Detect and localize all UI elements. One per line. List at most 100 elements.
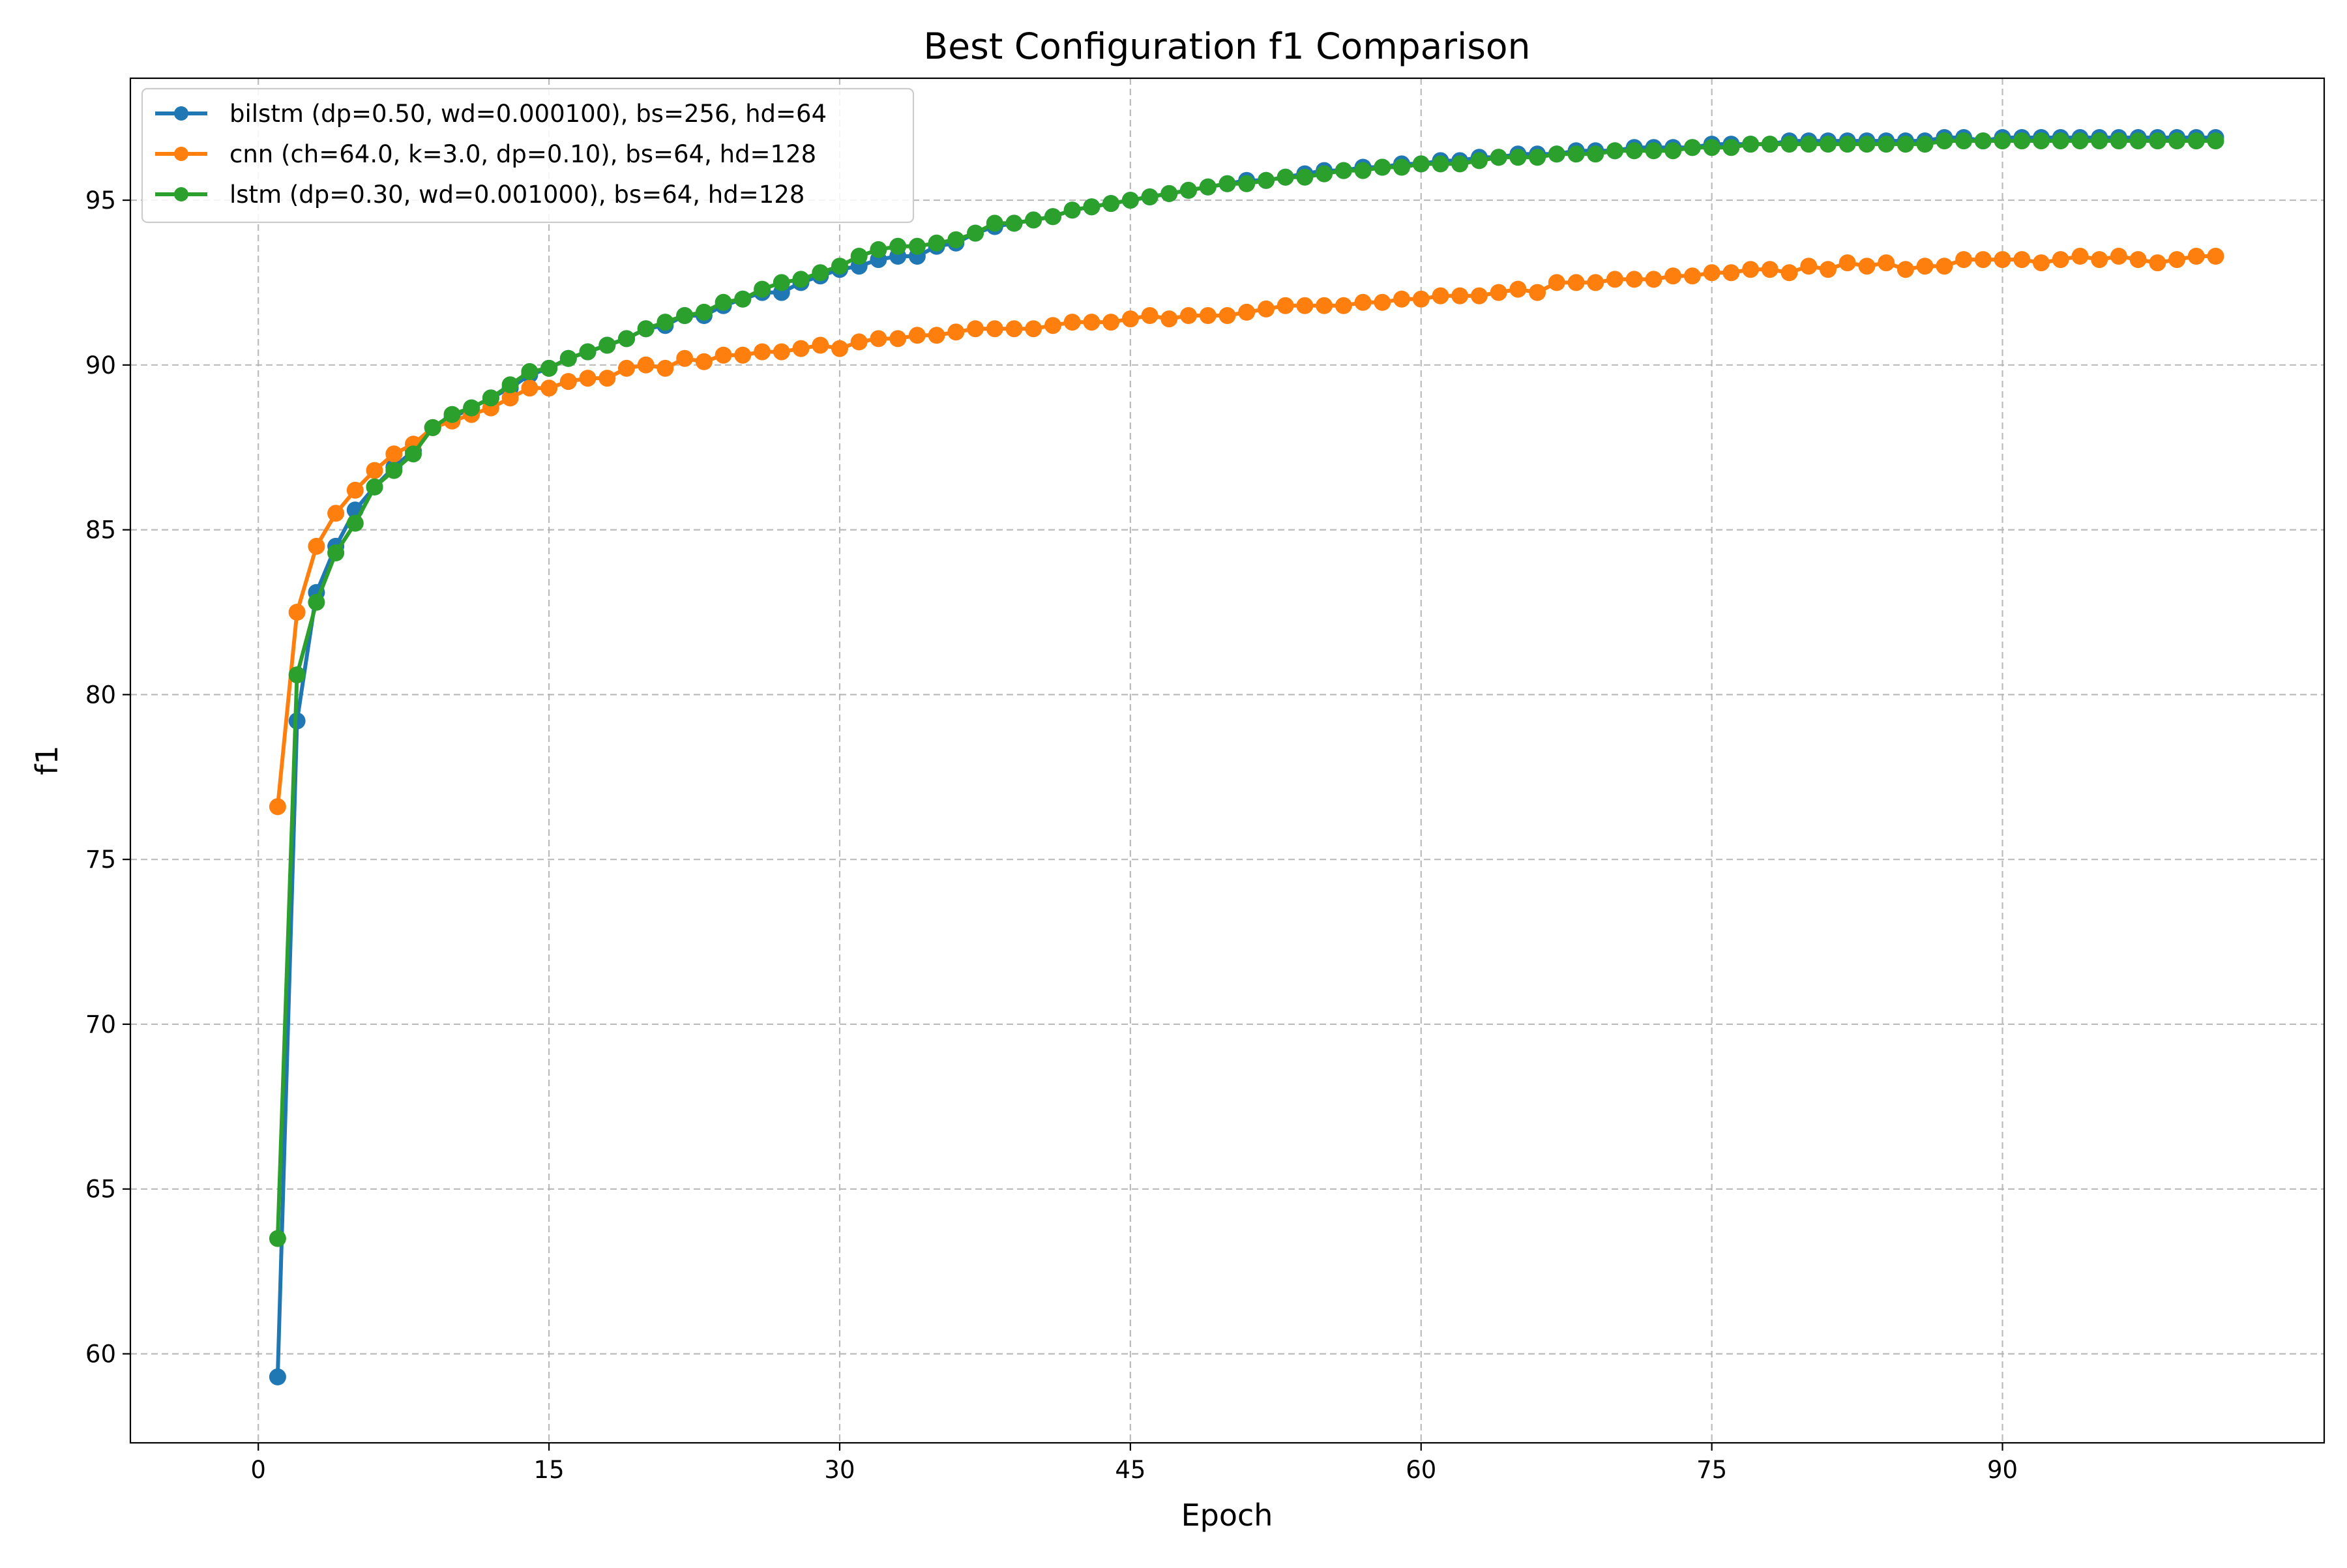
y-tick-label: 95 — [85, 186, 116, 214]
data-point — [1199, 178, 1217, 196]
data-point — [986, 320, 1003, 338]
data-point — [734, 290, 752, 308]
data-point — [831, 340, 848, 357]
series-line — [275, 136, 2216, 1377]
series-1 — [269, 248, 2224, 816]
legend-entry-bilstm: bilstm (dp=0.50, wd=0.000100), bs=256, h… — [155, 100, 827, 128]
data-point — [1199, 307, 1217, 324]
data-point — [308, 537, 325, 555]
data-point — [1218, 175, 1236, 192]
data-point — [1354, 293, 1372, 311]
data-point — [1606, 142, 1623, 160]
data-point — [792, 271, 810, 288]
data-point — [2110, 248, 2127, 265]
data-point — [676, 349, 694, 367]
data-point — [1354, 162, 1372, 179]
data-point — [1955, 251, 1973, 269]
data-point — [1063, 314, 1081, 331]
data-point — [1742, 136, 1760, 153]
data-point — [1316, 297, 1333, 314]
data-point — [1296, 168, 1314, 186]
data-point — [1277, 168, 1294, 186]
legend-marker-bilstm — [174, 106, 188, 121]
data-point — [1005, 214, 1023, 232]
data-point — [1063, 201, 1081, 219]
data-point — [870, 330, 887, 348]
x-tick-label: 0 — [250, 1456, 266, 1484]
data-point — [1490, 149, 1507, 166]
data-point — [385, 462, 403, 479]
legend-marker-lstm — [174, 187, 188, 201]
data-point — [1625, 142, 1643, 160]
data-point — [928, 327, 945, 344]
data-point — [1820, 261, 1837, 278]
data-point — [695, 303, 713, 321]
data-point — [2129, 251, 2147, 269]
data-point — [269, 1368, 286, 1385]
data-point — [618, 330, 635, 348]
y-tick-label: 85 — [85, 516, 116, 544]
y-axis-ticks: 60 65 70 75 80 85 90 95 — [85, 186, 130, 1368]
x-axis-ticks: 0 15 30 45 60 75 90 — [250, 1443, 2018, 1484]
data-point — [1141, 307, 1159, 324]
data-point — [1838, 136, 1856, 153]
y-tick-label: 80 — [85, 681, 116, 709]
data-point — [1587, 274, 1604, 291]
data-point — [2187, 248, 2205, 265]
data-point — [1974, 132, 1992, 150]
data-point — [967, 224, 984, 242]
data-point — [695, 353, 713, 370]
data-point — [657, 359, 674, 377]
data-point — [327, 544, 345, 561]
data-point — [618, 359, 635, 377]
data-point — [1025, 320, 1042, 338]
data-point — [540, 379, 558, 397]
data-point — [1780, 136, 1798, 153]
data-point — [1548, 274, 1565, 291]
data-point — [1703, 139, 1720, 156]
data-point — [1936, 258, 1953, 275]
data-point — [1664, 267, 1682, 285]
x-tick-label: 15 — [534, 1456, 565, 1484]
data-point — [598, 370, 616, 387]
legend-label-cnn: cnn (ch=64.0, k=3.0, dp=0.10), bs=64, hd… — [229, 140, 816, 168]
data-point — [1374, 293, 1391, 311]
data-point — [288, 666, 306, 684]
data-point — [1955, 132, 1973, 150]
data-point — [889, 330, 907, 348]
data-point — [1606, 271, 1623, 288]
data-point — [1994, 132, 2011, 150]
data-point — [2071, 248, 2089, 265]
y-axis-label: f1 — [29, 745, 65, 775]
data-point — [928, 234, 945, 252]
data-point — [1432, 155, 1449, 173]
data-point — [1335, 297, 1352, 314]
data-point — [1761, 136, 1779, 153]
data-point — [1645, 271, 1662, 288]
data-point — [967, 320, 984, 338]
data-point — [1258, 300, 1275, 318]
data-point — [1878, 254, 1895, 272]
data-point — [1044, 317, 1061, 334]
data-point — [2110, 132, 2127, 150]
data-point — [1625, 271, 1643, 288]
data-point — [676, 307, 694, 324]
data-point — [579, 343, 597, 361]
legend-entry-cnn: cnn (ch=64.0, k=3.0, dp=0.10), bs=64, hd… — [155, 140, 816, 168]
data-point — [1703, 264, 1720, 282]
data-point — [385, 445, 403, 463]
data-point — [1722, 264, 1740, 282]
legend-label-lstm: lstm (dp=0.30, wd=0.001000), bs=64, hd=1… — [229, 181, 804, 209]
data-point — [1238, 303, 1256, 321]
data-point — [1160, 310, 1178, 328]
data-point — [734, 346, 752, 364]
data-point — [2033, 254, 2050, 272]
data-point — [1083, 198, 1100, 216]
data-point — [1121, 192, 1139, 209]
data-point — [1897, 136, 1914, 153]
y-tick-label: 90 — [85, 351, 116, 379]
data-point — [366, 478, 383, 496]
data-point — [1296, 297, 1314, 314]
data-point — [657, 314, 674, 331]
